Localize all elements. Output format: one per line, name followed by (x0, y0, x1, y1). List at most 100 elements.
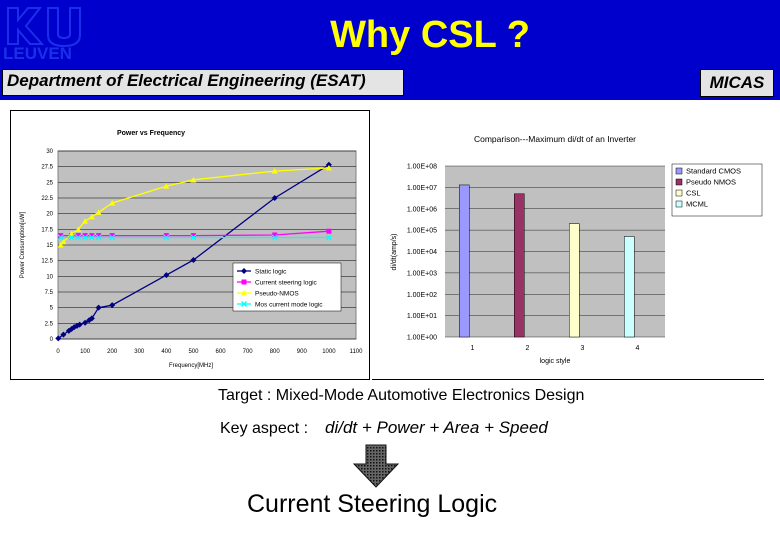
data-point (95, 234, 102, 241)
y-tick-label: 1.00E+06 (407, 206, 437, 213)
y-tick-label: 27.5 (41, 165, 53, 171)
y-tick-label: 12.5 (41, 259, 53, 265)
y-axis-label: Power Consumption[uW] (20, 211, 26, 278)
series-static-logic (55, 161, 332, 342)
data-point (95, 209, 102, 215)
y-tick-label: 1.00E+03 (407, 270, 437, 277)
logo-text: LEUVEN (3, 44, 72, 63)
x-axis-label: Frequency[MHz] (169, 363, 213, 369)
data-point (109, 233, 115, 239)
y-tick-label: 10 (46, 274, 53, 280)
y-tick-label: 20 (46, 212, 53, 218)
data-point (96, 233, 102, 239)
y-tick-label: 17.5 (41, 227, 53, 233)
x-tick-label: 400 (161, 349, 172, 355)
data-point (190, 257, 197, 264)
data-point (89, 233, 95, 239)
series-pseudo-nmos (57, 164, 332, 248)
data-point (68, 230, 75, 237)
y-tick-label: 2.5 (45, 321, 54, 327)
x-tick-label: 900 (297, 349, 308, 355)
data-point (325, 161, 332, 168)
x-tick-label: 100 (80, 349, 91, 355)
legend-label: Mos current mode logic (255, 302, 323, 309)
x-tick-label: 1100 (350, 349, 364, 355)
target-text: Target : Mixed-Mode Automotive Electroni… (218, 387, 585, 404)
data-point (325, 234, 332, 241)
data-point (95, 304, 102, 311)
data-point (82, 233, 88, 239)
data-point (271, 195, 278, 201)
data-point (109, 302, 116, 309)
legend: Standard CMOS Pseudo NMOS CSL MCML (671, 163, 763, 217)
data-point (241, 268, 247, 274)
x-tick-label: 3 (581, 345, 585, 352)
bar-mcml (624, 236, 635, 338)
data-point (71, 324, 78, 331)
legend-label: CSL (686, 189, 701, 198)
data-point (325, 164, 332, 171)
power-vs-frequency-chart: 0 2.5 5 7.5 10 12.5 15 17.5 20 22.5 25 27.5 30 0 100 20… (10, 110, 370, 380)
data-point (109, 200, 116, 206)
legend-swatch (675, 189, 683, 197)
data-point (75, 234, 82, 241)
x-axis-label: logic style (540, 358, 571, 365)
y-tick-label: 1.00E+01 (407, 313, 437, 320)
x-tick-label: 700 (243, 349, 254, 355)
x-tick-label: 2 (526, 345, 530, 352)
y-tick-label: 5 (50, 306, 54, 312)
x-tick-label: 600 (216, 349, 227, 355)
data-point (68, 234, 75, 241)
y-tick-label: 7.5 (45, 290, 54, 296)
legend-swatch (675, 200, 683, 208)
legend-swatch (675, 178, 683, 186)
y-tick-label: 0 (50, 337, 54, 343)
group-box: MICAS (700, 69, 774, 97)
ku-leuven-logo-icon (7, 7, 81, 48)
chart-title: Comparison---Maximum di/dt of an Inverte… (474, 134, 636, 144)
bar-csl (569, 223, 580, 338)
key-aspect-label: Key aspect : (220, 420, 309, 437)
y-tick-label: 1.00E+02 (407, 292, 437, 299)
slide-title: Why CSL ? (330, 14, 530, 56)
header-bar: LEUVEN Why CSL ? Department of Electrica… (0, 0, 780, 100)
y-tick-label: 1.00E+07 (407, 185, 437, 192)
y-tick-label: 1.00E+05 (407, 228, 437, 235)
bar-standard-cmos (459, 184, 470, 338)
y-tick-label: 1.00E+00 (407, 335, 437, 342)
data-point (190, 234, 197, 241)
y-tick-label: 1.00E+04 (407, 249, 437, 256)
chart-title: Power vs Frequency (117, 130, 185, 137)
data-point (241, 290, 247, 296)
data-point (241, 279, 247, 285)
data-point (57, 242, 64, 248)
data-point (163, 233, 169, 239)
series-mos-current-mode-logic (57, 234, 332, 241)
x-tick-label: 0 (56, 349, 60, 355)
data-point (271, 234, 278, 241)
legend-label: Current steering logic (255, 280, 318, 287)
data-point (76, 321, 83, 328)
data-point (190, 233, 196, 239)
x-tick-label: 200 (107, 349, 118, 355)
down-arrow-icon (352, 444, 400, 488)
y-tick-label: 22.5 (41, 196, 53, 202)
data-point (75, 233, 81, 239)
x-tick-label: 500 (188, 349, 199, 355)
data-point (109, 234, 116, 241)
x-tick-label: 800 (270, 349, 281, 355)
didt-comparison-chart: Comparison---Maximum di/dt of an Inverte… (370, 124, 764, 374)
data-point (88, 213, 95, 220)
x-tick-label: 300 (134, 349, 145, 355)
y-tick-label: 15 (46, 243, 53, 249)
data-point (60, 331, 67, 338)
data-point (82, 319, 89, 326)
didt-comparison-svg: Comparison---Maximum di/dt of an Inverte… (391, 134, 763, 365)
legend-label: MCML (686, 200, 708, 209)
bar-pseudo-nmos (514, 193, 525, 338)
data-point (190, 176, 197, 183)
data-point (88, 234, 95, 241)
department-box: Department of Electrical Engineering (ES… (2, 69, 404, 96)
data-point (75, 226, 82, 232)
